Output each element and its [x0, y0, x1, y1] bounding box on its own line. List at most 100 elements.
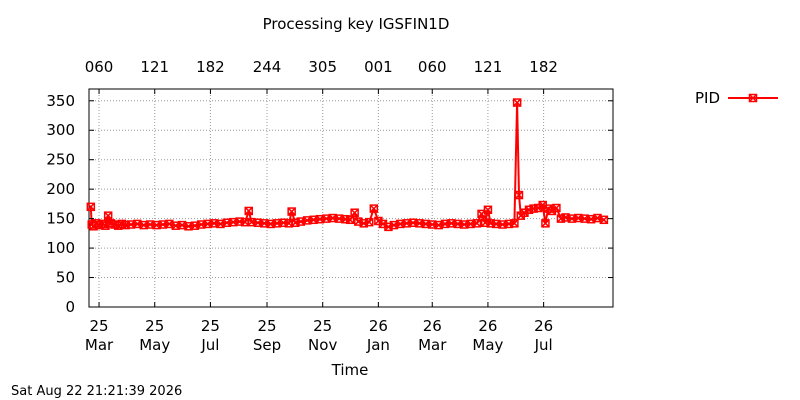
y-tick-label: 250 — [46, 151, 75, 169]
marker-box — [235, 217, 244, 226]
data-point-pid — [472, 219, 482, 228]
grid-lines — [89, 89, 613, 307]
data-point-pid — [86, 202, 96, 212]
top-tick-label: 001 — [364, 58, 393, 76]
x-tick-label-year: 25 — [201, 317, 220, 335]
axes: 05010015020025030035025Mar25May25Jul25Se… — [46, 58, 613, 354]
marker-box — [86, 202, 96, 212]
marker-cross-b — [748, 93, 758, 103]
data-point-pid — [369, 204, 379, 213]
marker-cross-b — [483, 205, 492, 214]
x-tick-label-month: Jan — [366, 336, 390, 354]
marker-box — [345, 215, 355, 225]
marker-box — [486, 219, 495, 228]
x-axis-label: Time — [331, 361, 369, 379]
x-tick-label-year: 26 — [478, 317, 497, 335]
marker-box — [365, 217, 374, 227]
marker-cross-b — [346, 215, 355, 224]
data-point-pid — [599, 215, 609, 225]
marker-box — [599, 215, 609, 225]
marker-box — [504, 219, 514, 229]
marker-cross-b — [547, 206, 556, 215]
marker-cross-b — [552, 203, 561, 213]
marker-box — [350, 208, 359, 217]
data-point-pid — [552, 203, 561, 213]
x-tick-label-month: Nov — [308, 336, 337, 354]
legend: PID — [695, 89, 778, 107]
x-tick-label-month: Sep — [253, 336, 281, 354]
marker-cross-b — [104, 211, 113, 220]
marker-box — [121, 220, 130, 230]
y-tick-label: 300 — [46, 121, 75, 139]
y-tick-label: 150 — [46, 210, 75, 228]
marker-box — [244, 206, 254, 216]
top-tick-label: 060 — [418, 58, 447, 76]
marker-cross-b — [472, 219, 482, 228]
data-point-pid — [244, 206, 254, 216]
top-tick-label: 182 — [529, 58, 558, 76]
marker-box — [552, 203, 561, 213]
marker-cross-b — [510, 219, 519, 228]
marker-box — [510, 219, 519, 228]
top-tick-label: 182 — [196, 58, 225, 76]
x-tick-label-year: 25 — [313, 317, 332, 335]
x-tick-label-year: 25 — [257, 317, 276, 335]
x-tick-label-year: 25 — [89, 317, 108, 335]
data-point-pid — [514, 190, 524, 200]
series-layer — [86, 98, 609, 232]
legend-marker-pid — [748, 93, 758, 103]
marker-cross-b — [378, 219, 387, 228]
y-tick-label: 200 — [46, 180, 75, 198]
x-tick-label-month: May — [139, 336, 170, 354]
marker-box — [472, 219, 482, 228]
data-point-pid — [541, 219, 550, 228]
marker-box — [512, 98, 522, 107]
marker-box — [287, 207, 296, 216]
marker-box — [514, 190, 524, 200]
top-tick-label: 060 — [85, 58, 114, 76]
x-tick-label-month: May — [472, 336, 503, 354]
y-tick-label: 50 — [56, 269, 75, 287]
y-tick-label: 0 — [65, 298, 75, 316]
top-tick-label: 244 — [253, 58, 282, 76]
data-point-pid — [365, 217, 374, 227]
x-tick-label-month: Mar — [85, 336, 114, 354]
marker-box — [480, 218, 490, 227]
chart-title: Processing key IGSFIN1D — [263, 15, 450, 33]
x-tick-label-month: Jul — [200, 336, 219, 354]
x-tick-label-year: 26 — [423, 317, 442, 335]
marker-box — [541, 219, 550, 228]
plot-area — [88, 88, 614, 308]
data-point-pid — [510, 219, 519, 228]
marker-cross-b — [374, 216, 383, 226]
x-tick-label-year: 26 — [369, 317, 388, 335]
marker-cross-b — [287, 207, 296, 216]
generation-timestamp: Sat Aug 22 21:21:39 2026 — [11, 384, 182, 399]
marker-cross-b — [513, 98, 522, 107]
marker-cross-b — [541, 219, 550, 228]
data-point-pid — [345, 215, 355, 225]
top-tick-label: 305 — [308, 58, 337, 76]
marker-cross-b — [538, 201, 547, 210]
data-point-pid — [483, 205, 493, 215]
top-tick-label: 121 — [474, 58, 503, 76]
marker-cross-b — [524, 205, 534, 214]
marker-cross-b — [520, 208, 529, 217]
marker-box — [369, 204, 379, 213]
y-tick-label: 350 — [46, 92, 75, 110]
x-tick-label-month: Mar — [418, 336, 447, 354]
marker-cross-b — [365, 218, 374, 227]
x-tick-label-year: 25 — [145, 317, 164, 335]
marker-cross-b — [514, 191, 524, 200]
marker-cross-b — [556, 214, 565, 223]
top-tick-label: 121 — [140, 58, 169, 76]
marker-box — [483, 205, 493, 215]
marker-box — [279, 218, 288, 227]
legend-marker-symbol — [748, 93, 758, 103]
marker-cross-b — [369, 204, 378, 213]
y-tick-label: 100 — [46, 239, 75, 257]
x-tick-label-month: Jul — [534, 336, 553, 354]
x-tick-label-year: 26 — [534, 317, 553, 335]
marker-cross-b — [599, 215, 608, 224]
